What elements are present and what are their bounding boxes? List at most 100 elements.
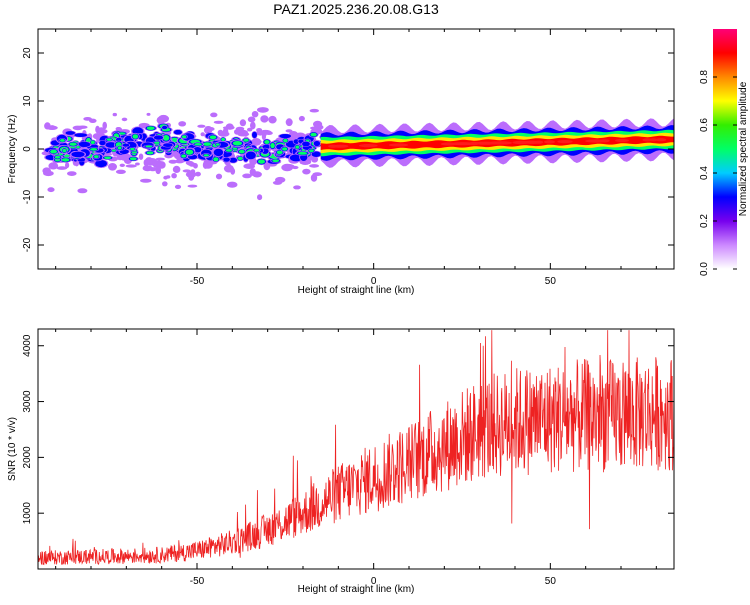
spectrogram-blob xyxy=(181,135,187,139)
spectrogram-blob xyxy=(99,140,106,146)
spectrogram-blob xyxy=(108,163,117,171)
spectrogram-blob xyxy=(264,140,270,144)
spectrogram-blob xyxy=(309,164,320,168)
spectrogram-blob xyxy=(225,149,232,152)
spectrogram-blob xyxy=(265,131,273,136)
spectrogram-blob xyxy=(243,138,249,142)
spectrogram-blob xyxy=(308,149,314,153)
spectrogram-blob xyxy=(188,173,195,181)
y-tick-label: -10 xyxy=(22,189,33,204)
snr-frame xyxy=(37,328,675,570)
colorbar-tick-label: 0.8 xyxy=(699,70,710,84)
spectrogram-blob xyxy=(237,131,250,137)
spectrogram-blob xyxy=(270,142,275,149)
spectrogram-blob xyxy=(268,115,277,124)
spectrogram-blob xyxy=(90,140,95,145)
x-tick-label: 0 xyxy=(371,276,377,287)
spectrogram-blob xyxy=(250,121,256,130)
spectrogram-blob xyxy=(295,145,300,149)
spectrogram-blob xyxy=(146,151,154,155)
spectrogram-blob xyxy=(185,160,194,166)
spectrogram-blob xyxy=(311,151,321,157)
spectrogram-blob xyxy=(279,134,292,139)
spectrogram-blob xyxy=(171,152,180,157)
spectrogram-blob xyxy=(76,146,80,149)
spectrogram-blob xyxy=(112,112,118,117)
spectrogram-blob xyxy=(242,173,252,179)
spectrogram-blob xyxy=(125,164,137,168)
spectrogram-blob xyxy=(146,112,151,116)
spectrogram-blob xyxy=(311,156,319,163)
spectrogram-blob xyxy=(193,163,198,169)
spectrogram-panel: -50 0 50 -20 -10 0 10 20 Height of straight li… xyxy=(7,28,675,296)
spectrogram-band xyxy=(320,118,674,168)
spectrogram-band-peak xyxy=(587,139,604,143)
spectrogram-blob xyxy=(106,138,113,141)
spectrogram-blob xyxy=(155,166,161,175)
spectrogram-blob xyxy=(168,159,178,164)
spectrogram-blob xyxy=(117,146,122,150)
spectrogram-blob xyxy=(153,141,160,144)
spectrogram-blob xyxy=(102,121,107,130)
snr-series-line xyxy=(37,330,675,566)
spectrogram-blob xyxy=(155,157,165,161)
spectrogram-blob xyxy=(181,154,187,158)
spectrogram-blob xyxy=(254,149,260,152)
spectrogram-blob xyxy=(142,165,153,172)
spectrogram-blob xyxy=(256,130,265,136)
spectrogram-blob xyxy=(61,158,70,162)
spectrogram-blob xyxy=(129,157,137,161)
spectrogram-blob xyxy=(65,131,76,135)
spectrogram-blob xyxy=(297,151,308,155)
spectrogram-blob xyxy=(312,172,323,177)
spectrogram-y-ticks: -20 -10 0 10 20 xyxy=(22,47,674,252)
snr-panel: -50 0 50 1000 2000 3000 4000 Height of straig… xyxy=(7,328,675,595)
spectrogram-blob xyxy=(202,161,209,169)
spectrogram-blob xyxy=(245,151,256,160)
spectrogram-blob xyxy=(310,132,317,137)
spectrogram-blob xyxy=(203,154,210,157)
y-tick-label: 1000 xyxy=(22,502,33,525)
spectrogram-blob xyxy=(252,131,257,139)
snr-x-ticks: -50 0 50 xyxy=(55,329,657,587)
colorbar-tick-label: 0.2 xyxy=(699,214,710,228)
spectrogram-blob xyxy=(111,149,116,152)
spectrogram-blob xyxy=(54,155,61,159)
spectrogram-band-peak xyxy=(655,138,667,142)
spectrogram-blob xyxy=(50,149,58,154)
x-tick-label: -50 xyxy=(190,576,205,587)
colorbar-tick-label: 0.0 xyxy=(699,262,710,276)
spectrogram-blob xyxy=(130,147,135,151)
spectrogram-blob xyxy=(132,134,139,139)
spectrogram-blob xyxy=(223,157,230,162)
spectrogram-blob xyxy=(162,125,168,130)
spectrogram-blob xyxy=(59,138,65,142)
spectrogram-blob xyxy=(302,141,310,147)
y-tick-label: 3000 xyxy=(22,390,33,413)
spectrogram-blob xyxy=(194,143,202,146)
spectrogram-blob xyxy=(95,160,107,168)
spectrogram-blob xyxy=(257,107,269,113)
y-tick-label: 0 xyxy=(22,146,33,152)
spectrogram-blob xyxy=(210,112,218,118)
spectrogram-x-ticks: -50 0 50 xyxy=(55,29,657,287)
spectrogram-blob xyxy=(93,155,99,159)
spectrogram-blob xyxy=(67,171,77,177)
spectrogram-blob xyxy=(148,160,153,166)
spectrogram-blob xyxy=(229,157,238,163)
colorbar-label: Normalized spectral amplitude xyxy=(738,81,749,216)
x-tick-label: -50 xyxy=(190,276,205,287)
spectrogram-blob xyxy=(97,127,106,135)
spectrogram-blob xyxy=(46,125,58,130)
spectrogram-blob xyxy=(171,173,177,179)
spectrogram-blob xyxy=(146,126,155,130)
spectrogram-blob xyxy=(162,135,170,141)
spectrogram-band-peak xyxy=(557,140,573,144)
spectrogram-band-peak xyxy=(361,144,373,148)
spectrogram-blob xyxy=(131,151,138,154)
spectrogram-blob xyxy=(313,140,321,147)
spectrogram-blob xyxy=(122,143,130,147)
spectrogram-blob xyxy=(258,159,265,164)
